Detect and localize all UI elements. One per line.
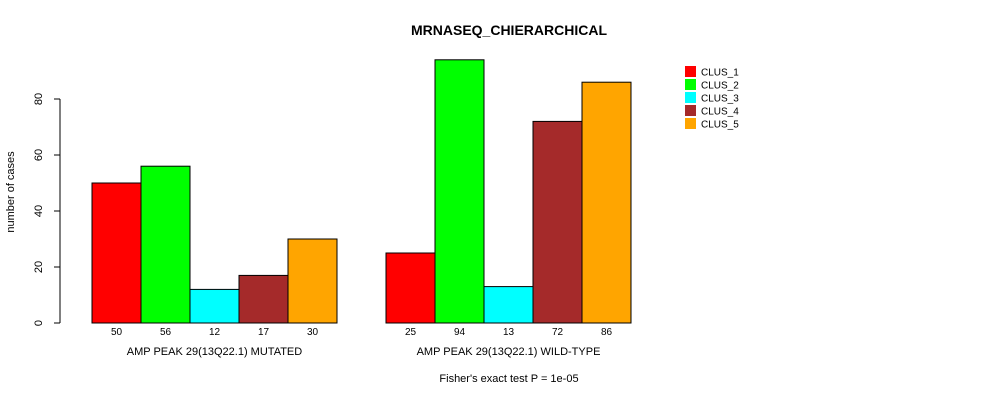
bar-count-label: 56	[160, 327, 172, 338]
footnote: Fisher's exact test P = 1e-05	[439, 373, 578, 385]
legend-label: CLUS_1	[701, 68, 739, 79]
y-tick-label: 60	[33, 149, 45, 161]
legend: CLUS_1 CLUS_2 CLUS_3 CLUS_4 CLUS_5	[685, 66, 739, 131]
group-label: AMP PEAK 29(13Q22.1) WILD-TYPE	[417, 346, 601, 358]
bar	[434, 59, 485, 324]
y-axis: 0 20 40 60 80	[33, 93, 61, 326]
y-tick-label: 80	[33, 93, 45, 105]
bar	[189, 288, 240, 324]
bar-count-label: 94	[454, 327, 466, 338]
legend-swatch	[685, 105, 696, 116]
legend-label: CLUS_4	[701, 107, 739, 118]
chart-title: MRNASEQ_CHIERARCHICAL	[411, 22, 607, 38]
bar	[532, 120, 583, 324]
bar-count-label: 17	[258, 327, 270, 338]
bar-count-label: 25	[405, 327, 417, 338]
bar	[581, 81, 632, 324]
bar-count-label: 50	[111, 327, 123, 338]
y-tick-label: 40	[33, 205, 45, 217]
legend-label: CLUS_5	[701, 120, 739, 131]
bars: 50 56 12 17 30 25 94 13 72 86	[91, 59, 632, 338]
bar	[385, 252, 436, 324]
bar-count-label: 72	[552, 327, 564, 338]
group-labels: AMP PEAK 29(13Q22.1) MUTATED AMP PEAK 29(…	[127, 346, 601, 358]
bar	[91, 182, 142, 324]
y-tick-label: 20	[33, 261, 45, 273]
group-label: AMP PEAK 29(13Q22.1) MUTATED	[127, 346, 303, 358]
bar	[483, 286, 534, 324]
bar	[238, 274, 289, 324]
legend-swatch	[685, 79, 696, 90]
legend-label: CLUS_3	[701, 94, 739, 105]
legend-label: CLUS_2	[701, 81, 739, 92]
y-axis-label: number of cases	[5, 151, 17, 233]
bar-count-label: 13	[503, 327, 515, 338]
bar	[140, 165, 191, 324]
legend-swatch	[685, 92, 696, 103]
bar	[287, 238, 338, 324]
bar-count-label: 30	[307, 327, 319, 338]
legend-swatch	[685, 66, 696, 77]
legend-swatch	[685, 118, 696, 129]
y-tick-label: 0	[33, 320, 45, 326]
bar-count-label: 12	[209, 327, 221, 338]
bar-count-label: 86	[601, 327, 613, 338]
